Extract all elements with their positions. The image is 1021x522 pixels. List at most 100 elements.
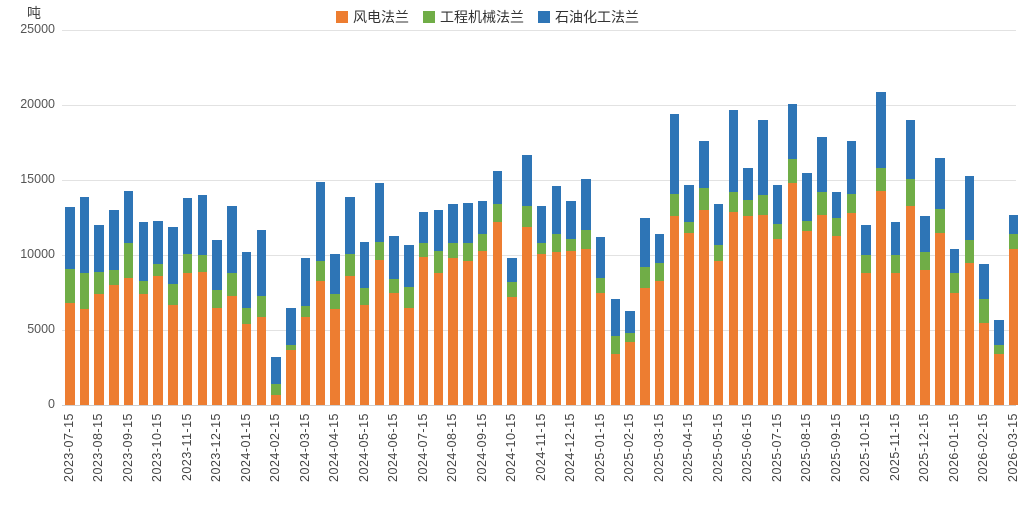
segment-construction-machinery-flange xyxy=(964,240,974,263)
chart-legend: 风电法兰 工程机械法兰 石油化工法兰 xyxy=(0,7,975,27)
bar-2026-01-15 xyxy=(949,249,960,405)
segment-wind-power-flange xyxy=(949,292,960,405)
legend-item-petrochemical-flange: 石油化工法兰 xyxy=(538,7,639,27)
segment-petrochemical-flange xyxy=(905,120,916,179)
legend-item-construction-machinery-flange: 工程机械法兰 xyxy=(423,7,524,27)
segment-petrochemical-flange xyxy=(477,201,488,234)
segment-wind-power-flange xyxy=(551,252,562,405)
segment-wind-power-flange xyxy=(890,273,901,405)
bar-2024-11-15 xyxy=(536,205,547,405)
segment-wind-power-flange xyxy=(330,309,340,405)
bar-2024-10-01 xyxy=(492,171,503,405)
gridline xyxy=(62,105,1016,106)
x-axis-tick-label: 2024-01-15 xyxy=(238,413,253,482)
segment-wind-power-flange xyxy=(625,342,635,405)
segment-construction-machinery-flange xyxy=(256,295,267,317)
segment-construction-machinery-flange xyxy=(418,243,429,257)
segment-construction-machinery-flange xyxy=(448,243,458,258)
segment-wind-power-flange xyxy=(212,307,222,405)
segment-construction-machinery-flange xyxy=(123,243,134,278)
segment-petrochemical-flange xyxy=(300,258,311,306)
segment-construction-machinery-flange xyxy=(79,273,90,309)
segment-construction-machinery-flange xyxy=(846,193,857,213)
x-axis-tick-label: 2025-01-15 xyxy=(592,413,607,482)
segment-petrochemical-flange xyxy=(271,357,281,384)
segment-petrochemical-flange xyxy=(551,186,562,234)
segment-petrochemical-flange xyxy=(522,154,532,206)
segment-wind-power-flange xyxy=(241,324,252,405)
segment-wind-power-flange xyxy=(197,271,208,405)
bar-2025-04-01 xyxy=(669,114,680,405)
segment-wind-power-flange xyxy=(669,216,680,405)
bar-2026-02-15 xyxy=(979,264,989,405)
segment-construction-machinery-flange xyxy=(286,345,296,350)
segment-petrochemical-flange xyxy=(153,220,163,264)
bar-2024-02-15 xyxy=(271,357,281,405)
segment-wind-power-flange xyxy=(374,259,385,405)
segment-petrochemical-flange xyxy=(138,222,149,281)
segment-construction-machinery-flange xyxy=(168,283,178,305)
segment-construction-machinery-flange xyxy=(522,205,532,227)
segment-construction-machinery-flange xyxy=(182,253,193,273)
bar-2023-10-15 xyxy=(153,220,163,405)
segment-construction-machinery-flange xyxy=(330,294,340,309)
segment-petrochemical-flange xyxy=(743,168,753,200)
segment-construction-machinery-flange xyxy=(654,262,665,281)
bar-2024-09-15 xyxy=(477,201,488,405)
segment-construction-machinery-flange xyxy=(138,280,149,294)
bar-2025-11-01 xyxy=(876,91,886,405)
segment-wind-power-flange xyxy=(802,231,812,405)
segment-wind-power-flange xyxy=(389,292,399,405)
bar-2025-12-01 xyxy=(905,120,916,405)
bar-2023-09-01 xyxy=(109,210,119,405)
segment-wind-power-flange xyxy=(404,307,414,405)
x-axis-tick-label: 2024-08-15 xyxy=(445,413,460,482)
segment-construction-machinery-flange xyxy=(477,234,488,251)
x-axis-tick-label: 2026-02-15 xyxy=(976,413,990,482)
bar-2025-03-01 xyxy=(640,217,650,405)
segment-petrochemical-flange xyxy=(994,319,1004,345)
x-axis-tick-label: 2025-02-15 xyxy=(622,413,637,482)
segment-wind-power-flange xyxy=(359,304,370,405)
legend-label: 工程机械法兰 xyxy=(440,9,524,25)
segment-petrochemical-flange xyxy=(787,103,798,159)
segment-construction-machinery-flange xyxy=(551,234,562,252)
segment-wind-power-flange xyxy=(153,276,163,405)
y-axis-tick-label: 20000 xyxy=(20,97,55,111)
segment-wind-power-flange xyxy=(861,273,871,405)
segment-construction-machinery-flange xyxy=(787,159,798,183)
bar-2024-12-01 xyxy=(551,186,562,405)
segment-petrochemical-flange xyxy=(463,202,473,243)
segment-construction-machinery-flange xyxy=(979,298,989,323)
bar-2023-08-15 xyxy=(94,225,104,405)
x-axis-tick-label: 2025-10-15 xyxy=(858,413,873,482)
bar-2025-08-01 xyxy=(787,103,798,405)
segment-construction-machinery-flange xyxy=(610,336,621,354)
bar-2025-01-01 xyxy=(581,178,591,405)
segment-construction-machinery-flange xyxy=(241,307,252,324)
x-axis-tick-label: 2025-11-15 xyxy=(887,413,902,482)
segment-petrochemical-flange xyxy=(935,157,945,209)
segment-wind-power-flange xyxy=(315,280,326,405)
bar-2023-10-01 xyxy=(138,222,149,405)
segment-petrochemical-flange xyxy=(94,225,104,272)
segment-wind-power-flange xyxy=(743,216,753,405)
segment-petrochemical-flange xyxy=(507,258,517,282)
bar-2024-01-01 xyxy=(227,205,237,405)
segment-construction-machinery-flange xyxy=(359,288,370,305)
segment-wind-power-flange xyxy=(684,232,694,405)
segment-construction-machinery-flange xyxy=(743,199,753,216)
bar-2025-10-01 xyxy=(846,141,857,405)
segment-petrochemical-flange xyxy=(389,235,399,279)
segment-construction-machinery-flange xyxy=(153,264,163,276)
segment-petrochemical-flange xyxy=(758,120,768,195)
x-axis-tick-label: 2025-12-15 xyxy=(917,413,932,482)
segment-petrochemical-flange xyxy=(949,249,960,273)
segment-wind-power-flange xyxy=(1008,249,1019,405)
segment-wind-power-flange xyxy=(905,205,916,405)
bar-2025-09-01 xyxy=(817,136,827,405)
segment-wind-power-flange xyxy=(138,294,149,405)
segment-petrochemical-flange xyxy=(876,91,886,168)
y-axis-tick-label: 10000 xyxy=(20,247,55,261)
